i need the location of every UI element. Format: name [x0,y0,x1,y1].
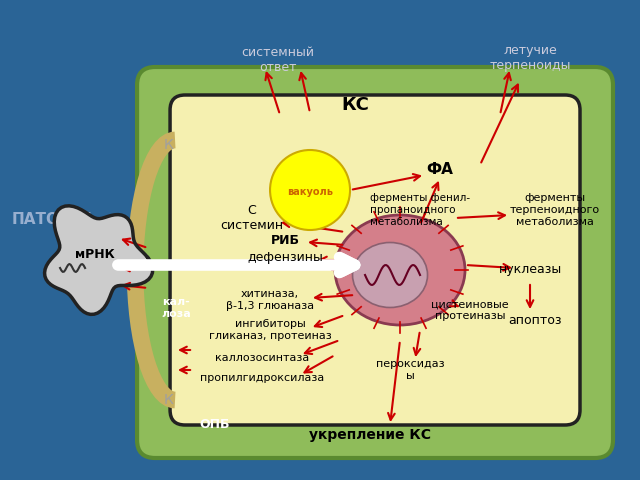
Text: хитиназа,
β-1,3 глюаназа: хитиназа, β-1,3 глюаназа [226,289,314,311]
Text: укрепление КС: укрепление КС [309,428,431,442]
Text: кал-
лоза: кал- лоза [161,297,191,319]
Text: ферменты фенил-
пропаноидного
метаболизма: ферменты фенил- пропаноидного метаболизм… [370,193,470,227]
Text: ОПБ: ОПБ [200,419,230,432]
Text: ПАТОГЕН: ПАТОГЕН [12,213,92,228]
Text: ингибиторы
гликаназ, протеиназ: ингибиторы гликаназ, протеиназ [209,319,332,341]
Text: мРНК: мРНК [75,249,115,262]
Text: нуклеазы: нуклеазы [499,264,562,276]
Text: пропилгидроксилаза: пропилгидроксилаза [200,373,324,383]
Text: КС: КС [341,96,369,114]
Text: пероксидаз
ы: пероксидаз ы [376,359,444,381]
Text: ФА: ФА [427,163,454,178]
Text: дефензины: дефензины [247,252,323,264]
FancyBboxPatch shape [137,67,613,458]
Text: каллозосинтаза: каллозосинтаза [215,353,309,363]
Ellipse shape [335,215,465,325]
Text: С
системин: С системин [221,204,284,232]
Text: вакуоль: вакуоль [287,187,333,197]
Text: цистеиновые
протеиназы: цистеиновые протеиназы [431,299,509,321]
Text: РИБ: РИБ [271,233,300,247]
Text: летучие
терпеноиды: летучие терпеноиды [489,44,571,72]
Circle shape [270,150,350,230]
Text: системный
ответ: системный ответ [241,46,314,74]
Text: К: К [163,138,173,152]
Ellipse shape [353,242,428,308]
FancyArrowPatch shape [118,258,355,272]
Text: К: К [163,393,173,407]
Polygon shape [45,206,153,314]
FancyBboxPatch shape [170,95,580,425]
Text: ферменты
терпеноидного
метаболизма: ферменты терпеноидного метаболизма [510,193,600,227]
Text: апоптоз: апоптоз [508,313,562,326]
